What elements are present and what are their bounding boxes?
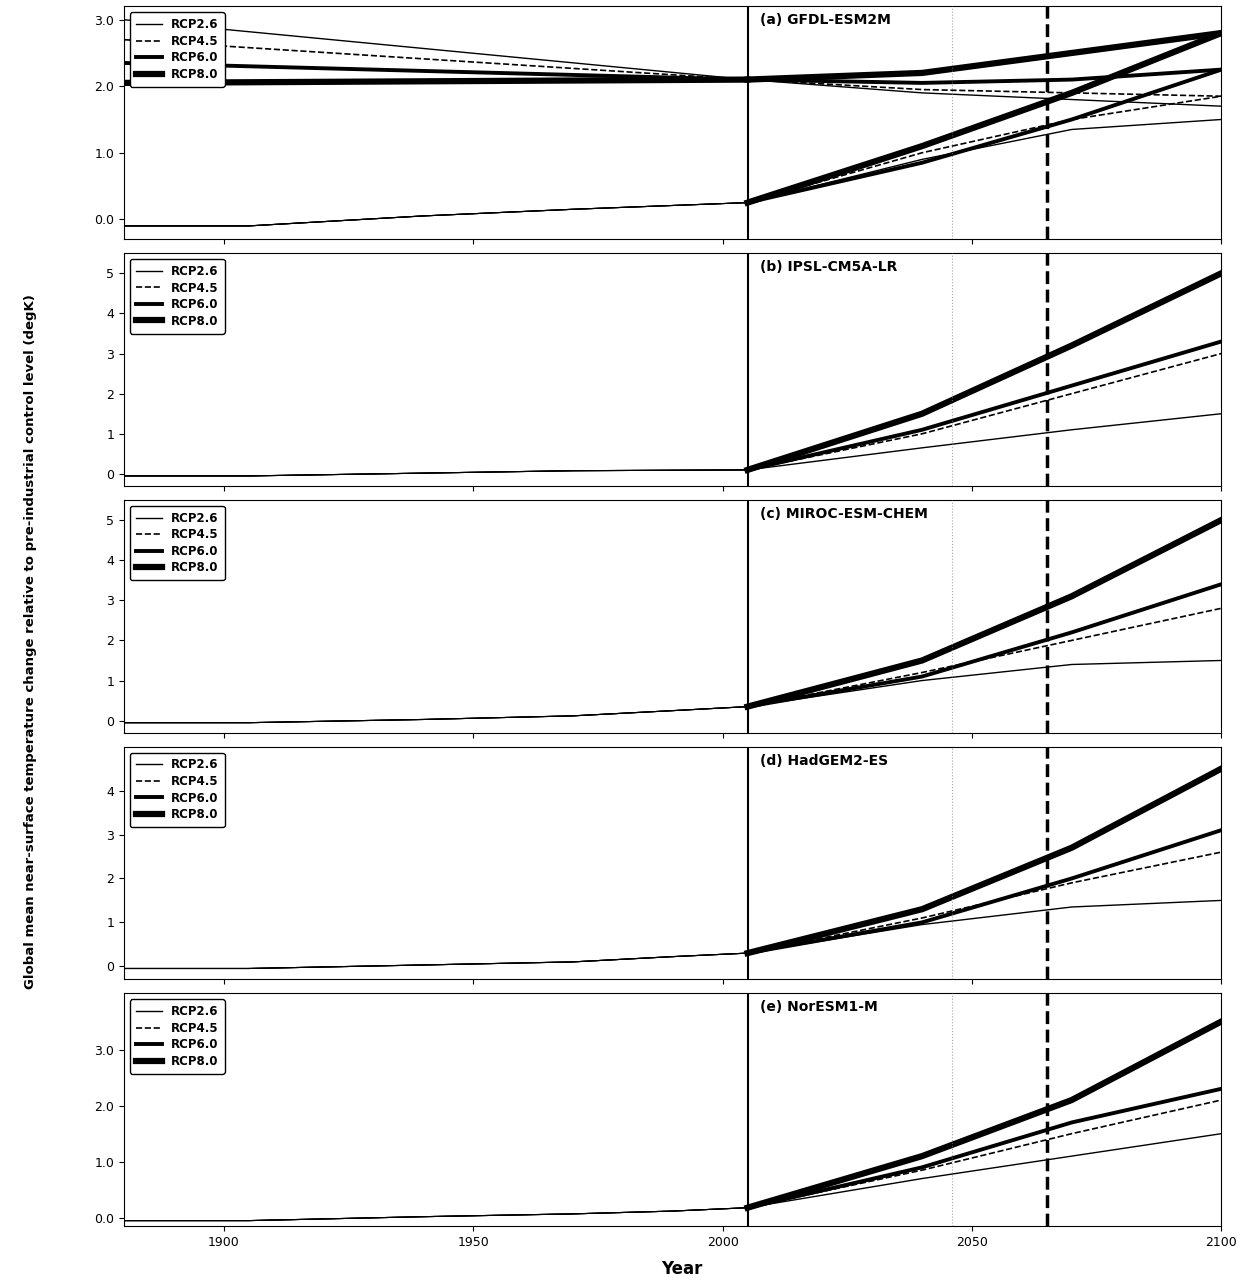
Legend: RCP2.6, RCP4.5, RCP6.0, RCP8.0: RCP2.6, RCP4.5, RCP6.0, RCP8.0 — [130, 506, 224, 580]
Legend: RCP2.6, RCP4.5, RCP6.0, RCP8.0: RCP2.6, RCP4.5, RCP6.0, RCP8.0 — [130, 259, 224, 334]
Legend: RCP2.6, RCP4.5, RCP6.0, RCP8.0: RCP2.6, RCP4.5, RCP6.0, RCP8.0 — [130, 13, 224, 87]
Text: (e) NorESM1-M: (e) NorESM1-M — [760, 1000, 878, 1014]
Text: Global mean near-surface temperature change relative to pre-industrial control l: Global mean near-surface temperature cha… — [25, 294, 37, 990]
Text: (b) IPSL-CM5A-LR: (b) IPSL-CM5A-LR — [760, 261, 898, 275]
Text: (c) MIROC-ESM-CHEM: (c) MIROC-ESM-CHEM — [760, 507, 929, 521]
Legend: RCP2.6, RCP4.5, RCP6.0, RCP8.0: RCP2.6, RCP4.5, RCP6.0, RCP8.0 — [130, 752, 224, 827]
Legend: RCP2.6, RCP4.5, RCP6.0, RCP8.0: RCP2.6, RCP4.5, RCP6.0, RCP8.0 — [130, 999, 224, 1073]
Text: (a) GFDL-ESM2M: (a) GFDL-ESM2M — [760, 13, 892, 27]
Text: (d) HadGEM2-ES: (d) HadGEM2-ES — [760, 754, 889, 768]
Text: Year: Year — [661, 1260, 703, 1278]
